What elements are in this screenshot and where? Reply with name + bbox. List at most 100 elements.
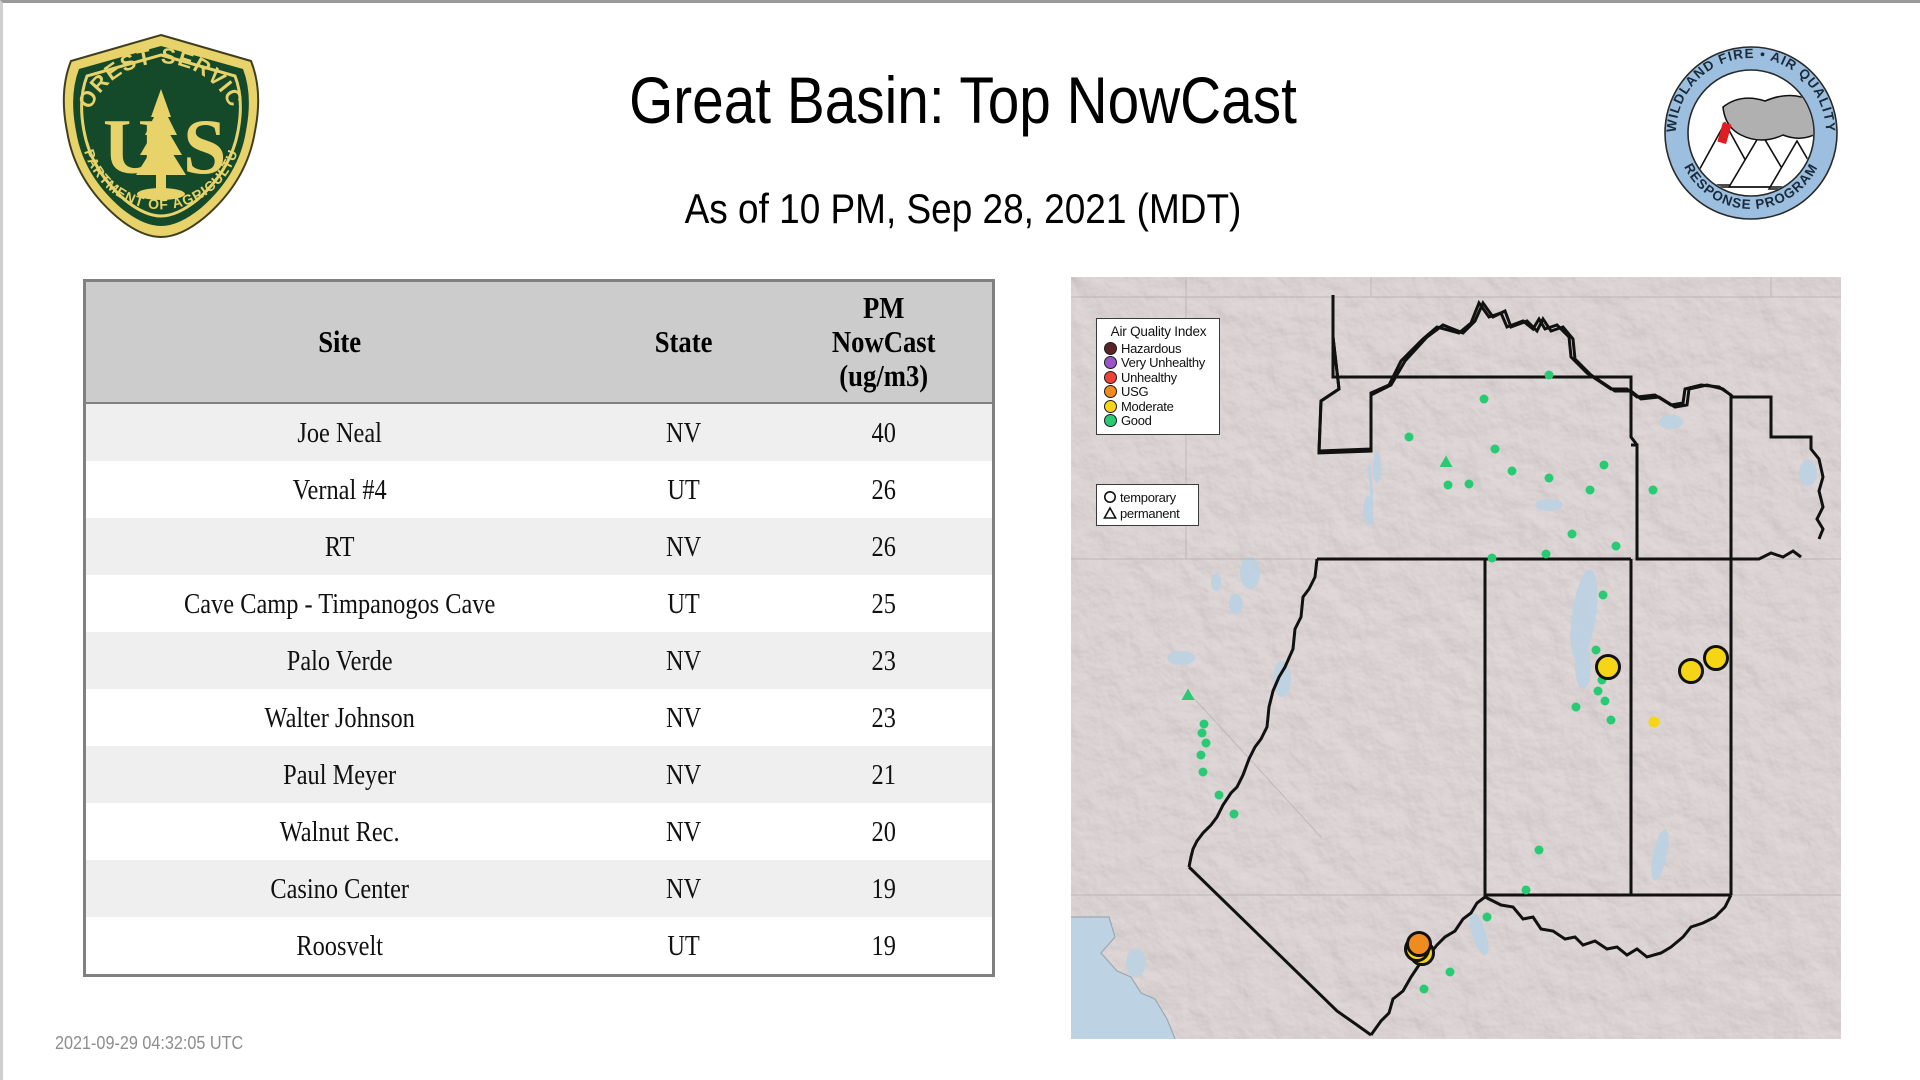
cell-site: Vernal #4 [86, 461, 594, 518]
table-row: Cave Camp - Timpanogos Cave UT 25 [86, 575, 992, 632]
cell-site-label: Palo Verde [286, 644, 393, 677]
monitor-marker-moderate[interactable] [1678, 658, 1704, 684]
monitor-marker-good[interactable] [1591, 645, 1601, 655]
aqi-legend-swatch-very-unhealthy [1104, 356, 1117, 370]
cell-site-label: Casino Center [270, 872, 410, 905]
monitor-marker-good[interactable] [1482, 912, 1492, 922]
cell-state-label: NV [666, 872, 702, 905]
page-subtitle: As of 10 PM, Sep 28, 2021 (MDT) [684, 185, 1242, 232]
cell-pm-nowcast: 26 [774, 518, 992, 575]
aqi-legend-swatch-good [1104, 414, 1117, 428]
column-header-pm-line3: (ug/m3) [838, 358, 928, 393]
cell-state: UT [593, 575, 775, 632]
cell-site-label: Paul Meyer [283, 758, 397, 791]
wyoming-border-segment [1731, 395, 1825, 561]
cell-site-label: Walter Johnson [264, 701, 415, 734]
cell-site-label: Vernal #4 [292, 473, 387, 506]
monitor-marker-good[interactable] [1229, 809, 1239, 819]
monitor-marker-good[interactable] [1507, 466, 1517, 476]
cell-pm-nowcast: 26 [774, 461, 992, 518]
monitor-marker-good[interactable] [1443, 480, 1453, 490]
monitor-marker-good[interactable] [1214, 790, 1224, 800]
monitor-marker-good[interactable] [1611, 541, 1621, 551]
aqi-legend-label: Hazardous [1121, 340, 1182, 356]
monitor-marker-good[interactable] [1419, 984, 1429, 994]
cell-state: NV [593, 403, 775, 461]
cell-site-label: Roosvelt [296, 929, 383, 962]
aqi-legend-row: USG [1104, 385, 1213, 400]
monitor-marker-good[interactable] [1521, 885, 1531, 895]
monitor-marker-good[interactable] [1544, 473, 1554, 483]
monitor-marker-good[interactable] [1585, 485, 1595, 495]
monitor-marker-good[interactable] [1534, 845, 1544, 855]
monitor-marker-moderate[interactable] [1595, 654, 1621, 680]
cell-state-label: UT [667, 929, 701, 962]
monitor-marker-moderate[interactable] [1648, 716, 1660, 728]
cell-pm-nowcast: 25 [774, 575, 992, 632]
monitor-marker-good[interactable] [1571, 702, 1581, 712]
monitor-marker-good[interactable] [1196, 750, 1206, 760]
aqi-legend-swatch-usg [1104, 385, 1117, 399]
monitor-marker-good[interactable] [1606, 715, 1616, 725]
monitor-type-legend: temporary permanent [1096, 484, 1199, 526]
column-header-state-label: State [655, 324, 713, 359]
cell-site: Walter Johnson [86, 689, 594, 746]
monitor-marker-good[interactable] [1600, 696, 1610, 706]
monitor-marker-good[interactable] [1201, 738, 1211, 748]
air-quality-map[interactable]: Air Quality Index Hazardous Very Unhealth… [1071, 277, 1841, 1039]
legend-label-permanent: permanent [1120, 505, 1180, 521]
monitor-marker-usg[interactable] [1406, 931, 1432, 957]
monitor-marker-good[interactable] [1199, 719, 1209, 729]
cell-pm-nowcast: 23 [774, 632, 992, 689]
aqi-legend-label: Unhealthy [1121, 369, 1177, 385]
cell-pm-nowcast: 19 [774, 917, 992, 974]
monitor-marker-good[interactable] [1544, 370, 1554, 380]
pine-tree-icon [136, 89, 186, 200]
monitor-marker-good[interactable] [1490, 444, 1500, 454]
cell-pm-nowcast: 19 [774, 860, 992, 917]
aqi-legend-row: Unhealthy [1104, 370, 1213, 385]
wfaqrp-logo: WILDLAND FIRE • AIR QUALITY RESPONSE PRO… [1664, 46, 1838, 220]
monitor-marker-moderate[interactable] [1703, 645, 1729, 671]
monitor-marker-good[interactable] [1464, 479, 1474, 489]
aqi-legend-label: Moderate [1121, 398, 1174, 414]
nowcast-table-container: Site State PM NowCast (ug/m3) Joe Neal NV… [83, 279, 995, 977]
cell-pm-nowcast-label: 40 [871, 416, 896, 449]
monitor-marker-good[interactable] [1541, 549, 1551, 559]
cell-pm-nowcast-label: 19 [871, 929, 896, 962]
cell-site-label: Walnut Rec. [279, 815, 400, 848]
monitor-marker-permanent[interactable] [1181, 688, 1195, 700]
cell-state: NV [593, 689, 775, 746]
legend-row-permanent: permanent [1103, 505, 1193, 521]
cell-pm-nowcast-label: 20 [871, 815, 896, 848]
monitor-marker-good[interactable] [1198, 767, 1208, 777]
cell-state: NV [593, 632, 775, 689]
cell-pm-nowcast-label: 19 [871, 872, 896, 905]
monitor-marker-good[interactable] [1197, 728, 1207, 738]
cell-pm-nowcast: 21 [774, 746, 992, 803]
cell-pm-nowcast-label: 23 [871, 701, 896, 734]
monitor-marker-good[interactable] [1404, 432, 1414, 442]
table-row: Vernal #4 UT 26 [86, 461, 992, 518]
cell-site: Casino Center [86, 860, 594, 917]
coastline [1071, 916, 1176, 1039]
monitor-marker-good[interactable] [1598, 590, 1608, 600]
table-row: Paul Meyer NV 21 [86, 746, 992, 803]
table-row: Roosvelt UT 19 [86, 917, 992, 974]
monitor-marker-good[interactable] [1593, 686, 1603, 696]
cell-state-label: NV [666, 416, 702, 449]
cell-pm-nowcast-label: 21 [871, 758, 896, 791]
cell-site: Palo Verde [86, 632, 594, 689]
monitor-marker-good[interactable] [1648, 485, 1658, 495]
monitor-marker-permanent[interactable] [1439, 455, 1453, 467]
monitor-marker-good[interactable] [1487, 553, 1497, 563]
aqi-legend-swatch-moderate [1104, 399, 1117, 413]
legend-label-temporary: temporary [1120, 489, 1176, 505]
cell-site: RT [86, 518, 594, 575]
cell-pm-nowcast: 40 [774, 403, 992, 461]
monitor-marker-good[interactable] [1567, 529, 1577, 539]
monitor-marker-good[interactable] [1599, 460, 1609, 470]
monitor-marker-good[interactable] [1445, 967, 1455, 977]
monitor-marker-good[interactable] [1479, 394, 1489, 404]
page-title: Great Basin: Top NowCast [629, 63, 1297, 137]
